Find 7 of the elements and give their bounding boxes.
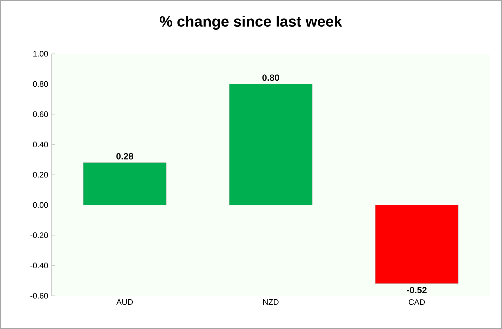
data-label: 0.80 [262,74,280,82]
bar [229,84,313,206]
bar [375,205,459,284]
data-label: 0.28 [116,153,134,160]
data-label: -0.52 [407,287,427,294]
bar [83,162,167,206]
chart-title: % change since last week [160,16,342,30]
